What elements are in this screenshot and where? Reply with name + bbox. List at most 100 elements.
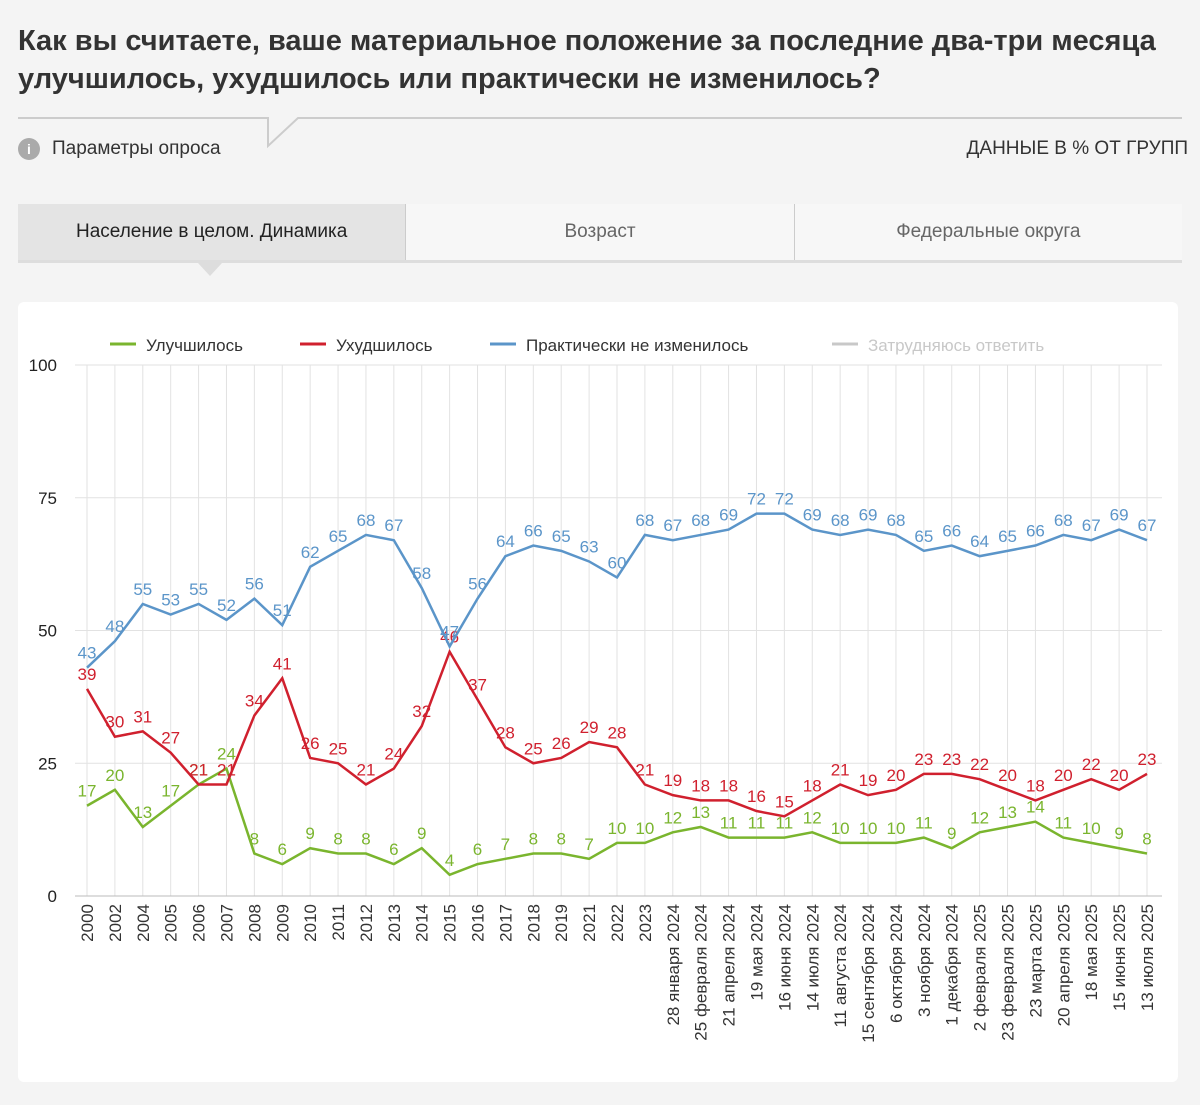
data-label: 23: [914, 750, 933, 769]
x-tick-label: 2021: [580, 904, 599, 942]
data-label: 64: [970, 532, 989, 551]
data-label: 8: [1142, 830, 1151, 849]
x-tick-label: 2015: [441, 904, 460, 942]
data-label: 13: [133, 803, 152, 822]
data-label: 66: [1026, 522, 1045, 541]
data-label: 18: [691, 776, 710, 795]
data-label: 8: [250, 830, 259, 849]
data-label: 66: [942, 522, 961, 541]
data-label: 46: [440, 628, 459, 647]
series-line: [85, 648, 1148, 818]
x-tick-label: 16 июня 2024: [775, 904, 794, 1011]
data-label: 21: [189, 760, 208, 779]
info-icon: i: [18, 138, 40, 160]
x-tick-label: 2017: [496, 904, 515, 942]
data-label: 18: [1026, 776, 1045, 795]
data-label: 8: [529, 830, 538, 849]
data-label: 68: [886, 511, 905, 530]
x-tick-label: 2014: [413, 904, 432, 942]
data-label: 67: [384, 516, 403, 535]
x-tick-label: 2009: [273, 904, 292, 942]
survey-params[interactable]: i Параметры опроса: [18, 138, 221, 160]
data-label: 72: [775, 490, 794, 509]
x-tick-label: 2006: [190, 904, 209, 942]
x-tick-label: 3 ноября 2024: [915, 904, 934, 1017]
data-label: 47: [440, 622, 459, 641]
x-tick-label: 2018: [524, 904, 543, 942]
x-tick-label: 2013: [385, 904, 404, 942]
data-label: 23: [942, 750, 961, 769]
tab[interactable]: Возраст: [406, 204, 795, 260]
data-label: 12: [663, 808, 682, 827]
x-tick-label: 20 апреля 2025: [1054, 904, 1073, 1026]
y-tick-label: 50: [38, 622, 57, 641]
data-label: 69: [803, 506, 822, 525]
data-label: 11: [1054, 814, 1072, 833]
data-label: 17: [161, 782, 180, 801]
data-label: 8: [333, 830, 342, 849]
data-label: 21: [831, 760, 850, 779]
data-label: 65: [998, 527, 1017, 546]
data-label: 20: [105, 766, 124, 785]
data-label: 63: [580, 537, 599, 556]
x-tick-label: 19 мая 2024: [747, 904, 766, 1001]
data-label: 10: [831, 819, 850, 838]
data-label: 55: [133, 580, 152, 599]
units-note: ДАННЫЕ В % ОТ ГРУПП: [966, 138, 1188, 159]
data-label: 65: [914, 527, 933, 546]
data-label: 12: [970, 808, 989, 827]
x-tick-label: 2007: [217, 904, 236, 942]
data-label: 64: [496, 532, 515, 551]
data-label: 67: [1138, 516, 1157, 535]
x-tick-label: 2000: [78, 904, 97, 942]
data-label: 11: [776, 814, 794, 833]
data-label: 10: [635, 819, 654, 838]
data-label: 9: [417, 824, 426, 843]
x-tick-label: 2004: [134, 904, 153, 942]
x-tick-label: 2023: [636, 904, 655, 942]
data-label: 17: [78, 782, 97, 801]
data-label: 20: [1054, 766, 1073, 785]
data-label: 16: [747, 787, 766, 806]
data-label: 28: [608, 723, 627, 742]
data-label: 7: [501, 835, 510, 854]
data-label: 30: [105, 713, 124, 732]
data-label: 6: [473, 840, 482, 859]
x-tick-label: 25 февраля 2024: [692, 904, 711, 1041]
data-label: 26: [552, 734, 571, 753]
x-tick-label: 15 сентября 2024: [859, 904, 878, 1043]
tab[interactable]: Население в целом. Динамика: [18, 204, 407, 260]
data-label: 10: [886, 819, 905, 838]
data-label: 55: [189, 580, 208, 599]
data-label: 11: [915, 814, 933, 833]
tab[interactable]: Федеральные округа: [896, 221, 1081, 242]
x-tick-label: 2002: [106, 904, 125, 942]
data-label: 28: [496, 723, 515, 742]
data-label: 6: [389, 840, 398, 859]
data-label: 69: [1110, 506, 1129, 525]
data-label: 65: [552, 527, 571, 546]
data-label: 7: [584, 835, 593, 854]
series-line: [86, 766, 1148, 877]
data-label: 22: [1082, 755, 1101, 774]
data-label: 10: [1082, 819, 1101, 838]
data-label: 21: [189, 760, 208, 779]
data-label: 48: [105, 617, 124, 636]
legend-label: Ухудшилось: [336, 336, 433, 355]
data-label: 9: [1114, 824, 1123, 843]
chart-panel: [18, 302, 1178, 1082]
x-tick-label: 6 октября 2024: [887, 904, 906, 1023]
data-label: 11: [748, 814, 766, 833]
data-label: 21: [635, 760, 654, 779]
data-label: 67: [1082, 516, 1101, 535]
data-label: 52: [217, 596, 236, 615]
legend-label: Практически не изменилось: [526, 336, 748, 355]
divider: [18, 117, 1182, 149]
data-label: 15: [775, 792, 794, 811]
data-label: 9: [305, 824, 314, 843]
data-label: 9: [947, 824, 956, 843]
x-tick-label: 2012: [357, 904, 376, 942]
x-tick-label: 2019: [552, 904, 571, 942]
data-label: 25: [524, 739, 543, 758]
